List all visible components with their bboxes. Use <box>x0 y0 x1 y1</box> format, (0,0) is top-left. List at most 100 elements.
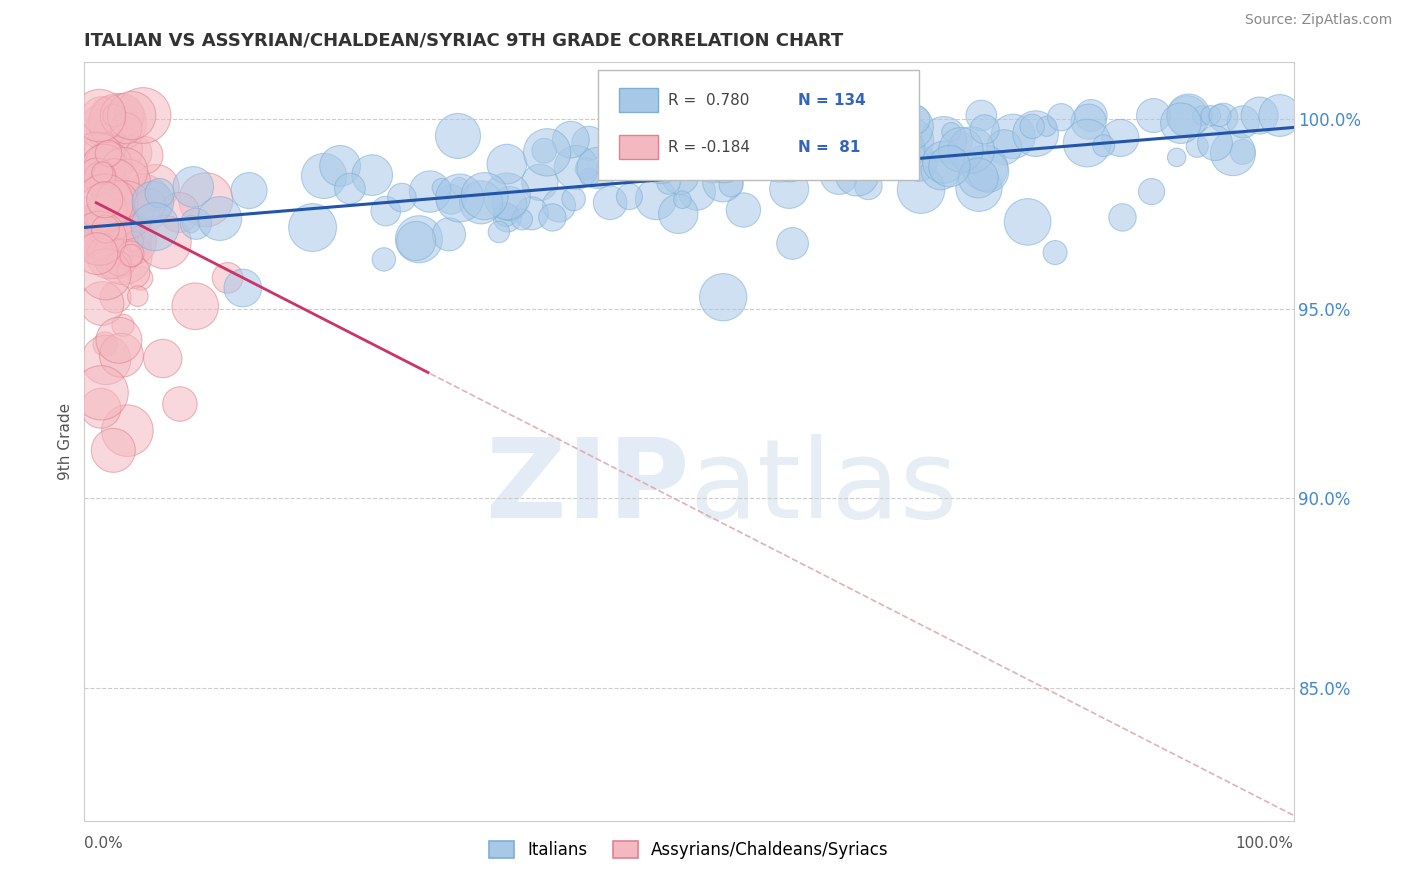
Text: ZIP: ZIP <box>485 434 689 541</box>
Point <box>658 176 681 190</box>
Point <box>184 299 207 313</box>
Point <box>329 159 352 173</box>
Text: R = -0.184: R = -0.184 <box>668 140 751 155</box>
Point <box>488 225 510 239</box>
Point <box>110 241 132 255</box>
Point <box>560 133 582 147</box>
Point <box>779 154 801 169</box>
Point <box>1077 114 1099 128</box>
Point <box>107 115 129 129</box>
Point <box>149 186 172 200</box>
Point <box>778 182 800 196</box>
Point <box>711 175 734 189</box>
Point <box>153 235 176 249</box>
Point <box>1035 120 1057 134</box>
Point <box>1212 111 1234 125</box>
Point <box>720 178 742 192</box>
Point <box>827 156 849 170</box>
Point <box>90 296 112 310</box>
Point <box>217 270 239 285</box>
Point <box>103 108 125 122</box>
Point <box>312 169 335 183</box>
Text: atlas: atlas <box>689 434 957 541</box>
Point <box>1111 211 1133 225</box>
Point <box>104 290 127 304</box>
Point <box>127 289 149 303</box>
Point <box>848 120 870 134</box>
Point <box>238 184 260 198</box>
Point <box>907 156 929 170</box>
Point <box>98 249 121 263</box>
Point <box>818 142 841 156</box>
Point <box>565 161 588 175</box>
Point <box>184 217 207 231</box>
Point <box>111 108 134 122</box>
Point <box>419 185 441 199</box>
Point <box>893 143 915 157</box>
Point <box>169 397 191 411</box>
Point <box>1166 150 1188 164</box>
Point <box>575 161 598 176</box>
Point <box>93 193 115 207</box>
Point <box>104 190 127 204</box>
Point <box>713 153 735 168</box>
Point <box>536 145 558 160</box>
Point <box>90 202 112 217</box>
Point <box>143 219 166 234</box>
Point <box>132 148 155 162</box>
Point <box>1109 131 1132 145</box>
Point <box>932 155 955 169</box>
Point <box>645 192 668 206</box>
Point <box>669 169 692 183</box>
FancyBboxPatch shape <box>599 70 918 180</box>
Point <box>702 157 724 171</box>
Point <box>86 169 108 184</box>
Point <box>1222 146 1244 161</box>
Point <box>815 136 838 150</box>
Point <box>447 128 470 143</box>
Point <box>117 424 139 438</box>
Point <box>93 160 115 174</box>
Point <box>112 164 135 178</box>
Point <box>1021 120 1043 134</box>
Point <box>586 161 609 175</box>
Point <box>117 174 139 188</box>
Point <box>169 205 191 219</box>
Text: R =  0.780: R = 0.780 <box>668 93 749 108</box>
Point <box>1268 108 1291 122</box>
Point <box>1232 145 1254 159</box>
Point <box>232 281 254 295</box>
Point <box>853 142 876 156</box>
Text: 0.0%: 0.0% <box>84 836 124 851</box>
Point <box>599 195 621 210</box>
Point <box>94 352 117 367</box>
Point <box>533 144 555 158</box>
Point <box>120 249 142 263</box>
Point <box>110 120 132 135</box>
Point <box>194 193 217 207</box>
Y-axis label: 9th Grade: 9th Grade <box>58 403 73 480</box>
Point <box>768 151 790 165</box>
Point <box>782 236 804 251</box>
Point <box>111 318 134 333</box>
Point <box>103 443 125 458</box>
Point <box>100 199 122 213</box>
Point <box>974 161 997 175</box>
Point <box>449 179 471 194</box>
Point <box>87 240 110 254</box>
Point <box>904 112 927 127</box>
Point <box>96 121 118 136</box>
Point <box>93 195 115 210</box>
Point <box>90 385 112 400</box>
Point <box>498 196 520 211</box>
Point <box>373 252 395 267</box>
Point <box>96 177 118 191</box>
Point <box>960 143 983 157</box>
Point <box>1187 139 1209 153</box>
Point <box>94 222 117 236</box>
Point <box>1017 215 1039 229</box>
Point <box>1050 110 1073 124</box>
Point <box>93 229 115 244</box>
Point <box>619 189 641 203</box>
Point <box>825 148 848 162</box>
